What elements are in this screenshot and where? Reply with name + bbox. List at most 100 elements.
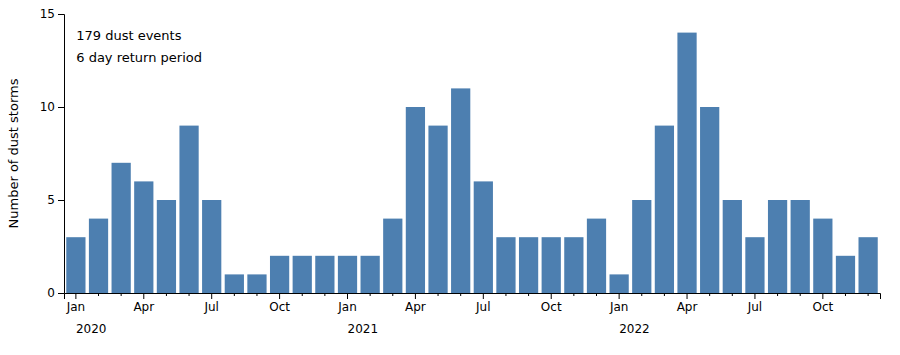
bar bbox=[496, 237, 515, 293]
x-tick bbox=[370, 293, 371, 296]
plot: JanAprJulOctJanAprJulOctJanAprJulOct2020… bbox=[40, 7, 881, 336]
y-tick-label: 15 bbox=[40, 7, 55, 21]
x-tick-mark bbox=[415, 293, 416, 299]
bar bbox=[723, 200, 742, 293]
bar bbox=[677, 33, 696, 293]
x-tick: Oct bbox=[269, 293, 290, 314]
x-tick-mark bbox=[596, 293, 597, 296]
x-tick-mark bbox=[573, 293, 574, 296]
y-tick-mark bbox=[58, 293, 64, 294]
y-axis-title: Number of dust storms bbox=[6, 78, 21, 228]
bar bbox=[519, 237, 538, 293]
x-tick bbox=[234, 293, 235, 296]
x-tick bbox=[438, 293, 439, 296]
x-tick bbox=[189, 293, 190, 296]
x-tick bbox=[596, 293, 597, 296]
bar bbox=[66, 237, 85, 293]
x-tick-label: Jan bbox=[609, 300, 629, 314]
x-tick bbox=[392, 293, 393, 296]
x-tick-mark bbox=[166, 293, 167, 296]
x-tick-mark bbox=[483, 293, 484, 299]
x-tick-label: Oct bbox=[541, 300, 562, 314]
bar bbox=[202, 200, 221, 293]
y-tick: 0 bbox=[47, 286, 64, 300]
bar bbox=[225, 274, 244, 293]
bar bbox=[745, 237, 764, 293]
x-tick-mark bbox=[732, 293, 733, 296]
x-tick-mark bbox=[528, 293, 529, 296]
x-tick bbox=[641, 293, 642, 296]
x-tick-label: Oct bbox=[812, 300, 833, 314]
y-tick-mark bbox=[58, 107, 64, 108]
y-tick-mark bbox=[58, 14, 64, 15]
bar bbox=[179, 126, 198, 293]
x-tick bbox=[664, 293, 665, 296]
x-tick-mark bbox=[460, 293, 461, 296]
bar bbox=[610, 274, 629, 293]
y-tick: 5 bbox=[47, 193, 64, 207]
x-tick-label: Jan bbox=[337, 300, 357, 314]
bar bbox=[700, 107, 719, 293]
bar bbox=[112, 163, 131, 293]
annotation: 6 day return period bbox=[76, 50, 202, 65]
x-tick-label: Apr bbox=[133, 300, 154, 314]
x-tick bbox=[709, 293, 710, 296]
y-tick-label: 5 bbox=[47, 193, 55, 207]
x-tick bbox=[573, 293, 574, 296]
bar bbox=[89, 219, 108, 293]
bar bbox=[270, 256, 289, 293]
x-axis: JanAprJulOctJanAprJulOctJanAprJulOct bbox=[65, 293, 881, 314]
y-axis-line bbox=[58, 15, 65, 294]
x-tick-mark bbox=[370, 293, 371, 296]
y-tick-label: 0 bbox=[47, 286, 55, 300]
y-tick: 15 bbox=[40, 7, 64, 21]
x-tick-mark bbox=[800, 293, 801, 296]
x-tick-mark bbox=[438, 293, 439, 296]
x-tick-mark bbox=[664, 293, 665, 296]
x-tick-mark bbox=[302, 293, 303, 296]
year-label: 2021 bbox=[348, 322, 379, 336]
x-tick-mark bbox=[619, 293, 620, 299]
year-label: 2020 bbox=[76, 322, 107, 336]
x-tick-mark bbox=[505, 293, 506, 296]
x-tick-mark bbox=[98, 293, 99, 296]
x-tick-label: Jul bbox=[475, 300, 490, 314]
x-tick bbox=[98, 293, 99, 296]
bar bbox=[768, 200, 787, 293]
bar bbox=[451, 88, 470, 293]
x-tick-mark bbox=[868, 293, 869, 296]
x-tick: Jan bbox=[609, 293, 629, 314]
x-tick-mark bbox=[392, 293, 393, 296]
bar bbox=[587, 219, 606, 293]
x-tick bbox=[800, 293, 801, 296]
x-tick-mark bbox=[75, 293, 76, 299]
x-tick bbox=[460, 293, 461, 296]
x-tick-mark bbox=[347, 293, 348, 299]
x-tick bbox=[732, 293, 733, 296]
x-tick-mark bbox=[279, 293, 280, 299]
x-tick bbox=[845, 293, 846, 296]
y-tick-label: 10 bbox=[40, 100, 55, 114]
x-tick bbox=[505, 293, 506, 296]
x-tick bbox=[121, 293, 122, 296]
x-tick-label: Apr bbox=[405, 300, 426, 314]
x-tick-mark bbox=[822, 293, 823, 299]
bar bbox=[134, 181, 153, 293]
bar bbox=[406, 107, 425, 293]
bar bbox=[338, 256, 357, 293]
x-tick-label: Jul bbox=[747, 300, 762, 314]
bar bbox=[293, 256, 312, 293]
x-tick bbox=[528, 293, 529, 296]
x-tick-mark bbox=[687, 293, 688, 299]
y-axis: 0 5 10 15 bbox=[40, 7, 65, 300]
bar bbox=[858, 237, 877, 293]
x-tick-mark bbox=[121, 293, 122, 296]
bar bbox=[315, 256, 334, 293]
x-tick: Jan bbox=[337, 293, 357, 314]
x-tick: Jul bbox=[747, 293, 762, 314]
bar bbox=[655, 126, 674, 293]
x-tick-label: Apr bbox=[677, 300, 698, 314]
x-tick-mark bbox=[234, 293, 235, 296]
x-tick-mark bbox=[641, 293, 642, 296]
x-tick bbox=[777, 293, 778, 296]
